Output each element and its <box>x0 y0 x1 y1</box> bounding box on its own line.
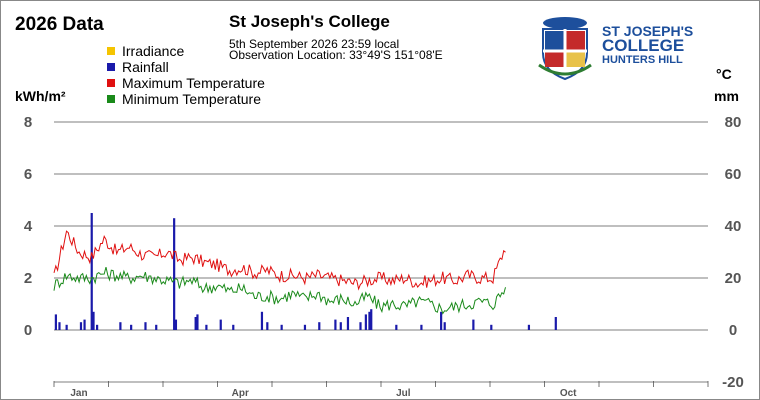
rainfall-bar <box>280 324 283 330</box>
rainfall-bar <box>96 324 99 330</box>
rainfall-bar <box>54 314 57 330</box>
rainfall-bar <box>554 317 557 330</box>
rainfall-bar <box>472 319 475 330</box>
legend-label: Minimum Temperature <box>122 91 262 107</box>
right-tick-label: 40 <box>725 218 742 235</box>
rainfall-bar <box>174 319 178 330</box>
left-tick-label: 6 <box>24 166 32 183</box>
rainfall-bar <box>173 218 176 330</box>
rainfall-bar <box>65 324 68 330</box>
legend-item-rainfall: Rainfall <box>107 59 169 75</box>
rainfall-bar <box>334 319 337 330</box>
right-tick-label: 80 <box>725 114 742 131</box>
left-tick-label: 4 <box>24 218 33 235</box>
rainfall-bar <box>359 322 362 330</box>
observation-location: Observation Location: 33°49'S 151°08'E <box>229 48 443 62</box>
right-tick-label: 20 <box>725 270 742 287</box>
left-tick-label: 0 <box>24 322 32 339</box>
rainfall-bar <box>346 317 350 330</box>
left-tick-label: 8 <box>24 114 32 131</box>
logo-line-2: COLLEGE <box>602 36 685 55</box>
rainfall-bar <box>144 322 147 330</box>
legend-label: Irradiance <box>122 43 185 59</box>
min-temperature-line <box>53 266 506 315</box>
max-temperature-line <box>53 230 506 291</box>
legend-label: Rainfall <box>122 59 169 75</box>
rainfall-bar <box>92 311 95 330</box>
rainfall-bar <box>58 322 61 330</box>
rainfall-bar <box>339 322 342 330</box>
legend-item-min-temp: Minimum Temperature <box>107 91 261 107</box>
rainfall-bar <box>370 309 373 330</box>
rainfall-bar <box>364 314 367 330</box>
rainfall-bar <box>260 311 264 330</box>
rainfall-bar <box>232 324 235 330</box>
legend-swatch <box>107 95 115 103</box>
right-axis-label-rain: mm <box>714 88 739 104</box>
left-tick-label: 2 <box>24 270 32 287</box>
college-crest-icon <box>538 17 592 81</box>
rainfall-bar <box>90 213 93 330</box>
legend-swatch <box>107 63 115 71</box>
chart-title: 2026 Data <box>15 14 104 35</box>
rainfall-bar <box>443 322 446 330</box>
x-tick-label: Jan <box>70 388 87 399</box>
rainfall-bar <box>395 324 398 330</box>
legend-item-max-temp: Maximum Temperature <box>107 75 265 91</box>
rainfall-bar <box>318 322 321 330</box>
rainfall-bar <box>266 322 269 330</box>
rainfall-bar <box>527 324 531 330</box>
x-tick-label: Jul <box>396 388 411 399</box>
legend-swatch <box>107 47 115 55</box>
rainfall-bar <box>130 324 133 330</box>
observation-timestamp: 5th September 2026 23:59 local <box>229 37 400 51</box>
rainfall-bar <box>440 311 443 330</box>
rainfall-bar <box>490 324 493 330</box>
rainfall-bar <box>83 319 86 330</box>
x-tick-label: Oct <box>560 388 577 399</box>
rainfall-bar <box>194 317 197 330</box>
right-axis-label-temp: °C <box>716 66 732 82</box>
legend-label: Maximum Temperature <box>122 75 265 91</box>
rainfall-bar <box>205 324 208 330</box>
rainfall-bar <box>368 311 371 330</box>
legend-item-irradiance: Irradiance <box>107 43 184 59</box>
rainfall-bar <box>79 322 83 330</box>
site-name: St Joseph's College <box>229 12 390 31</box>
right-tick-label: 60 <box>725 166 742 183</box>
x-tick-label: Apr <box>232 388 249 399</box>
rainfall-bar <box>420 324 423 330</box>
rainfall-bar <box>119 322 122 330</box>
right-tick-label: -20 <box>722 374 744 391</box>
legend-swatch <box>107 79 115 87</box>
logo-line-1: ST JOSEPH'S <box>602 23 694 39</box>
left-axis-label: kWh/m² <box>15 88 66 104</box>
right-tick-label: 0 <box>729 322 737 339</box>
rainfall-bar <box>155 324 158 330</box>
logo-line-3: HUNTERS HILL <box>602 54 683 66</box>
rainfall-bar <box>219 319 222 330</box>
rainfall-bar <box>196 314 199 330</box>
rainfall-bar <box>303 324 307 330</box>
